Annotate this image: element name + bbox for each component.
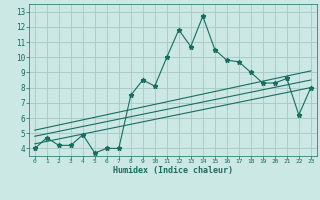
X-axis label: Humidex (Indice chaleur): Humidex (Indice chaleur) xyxy=(113,166,233,175)
